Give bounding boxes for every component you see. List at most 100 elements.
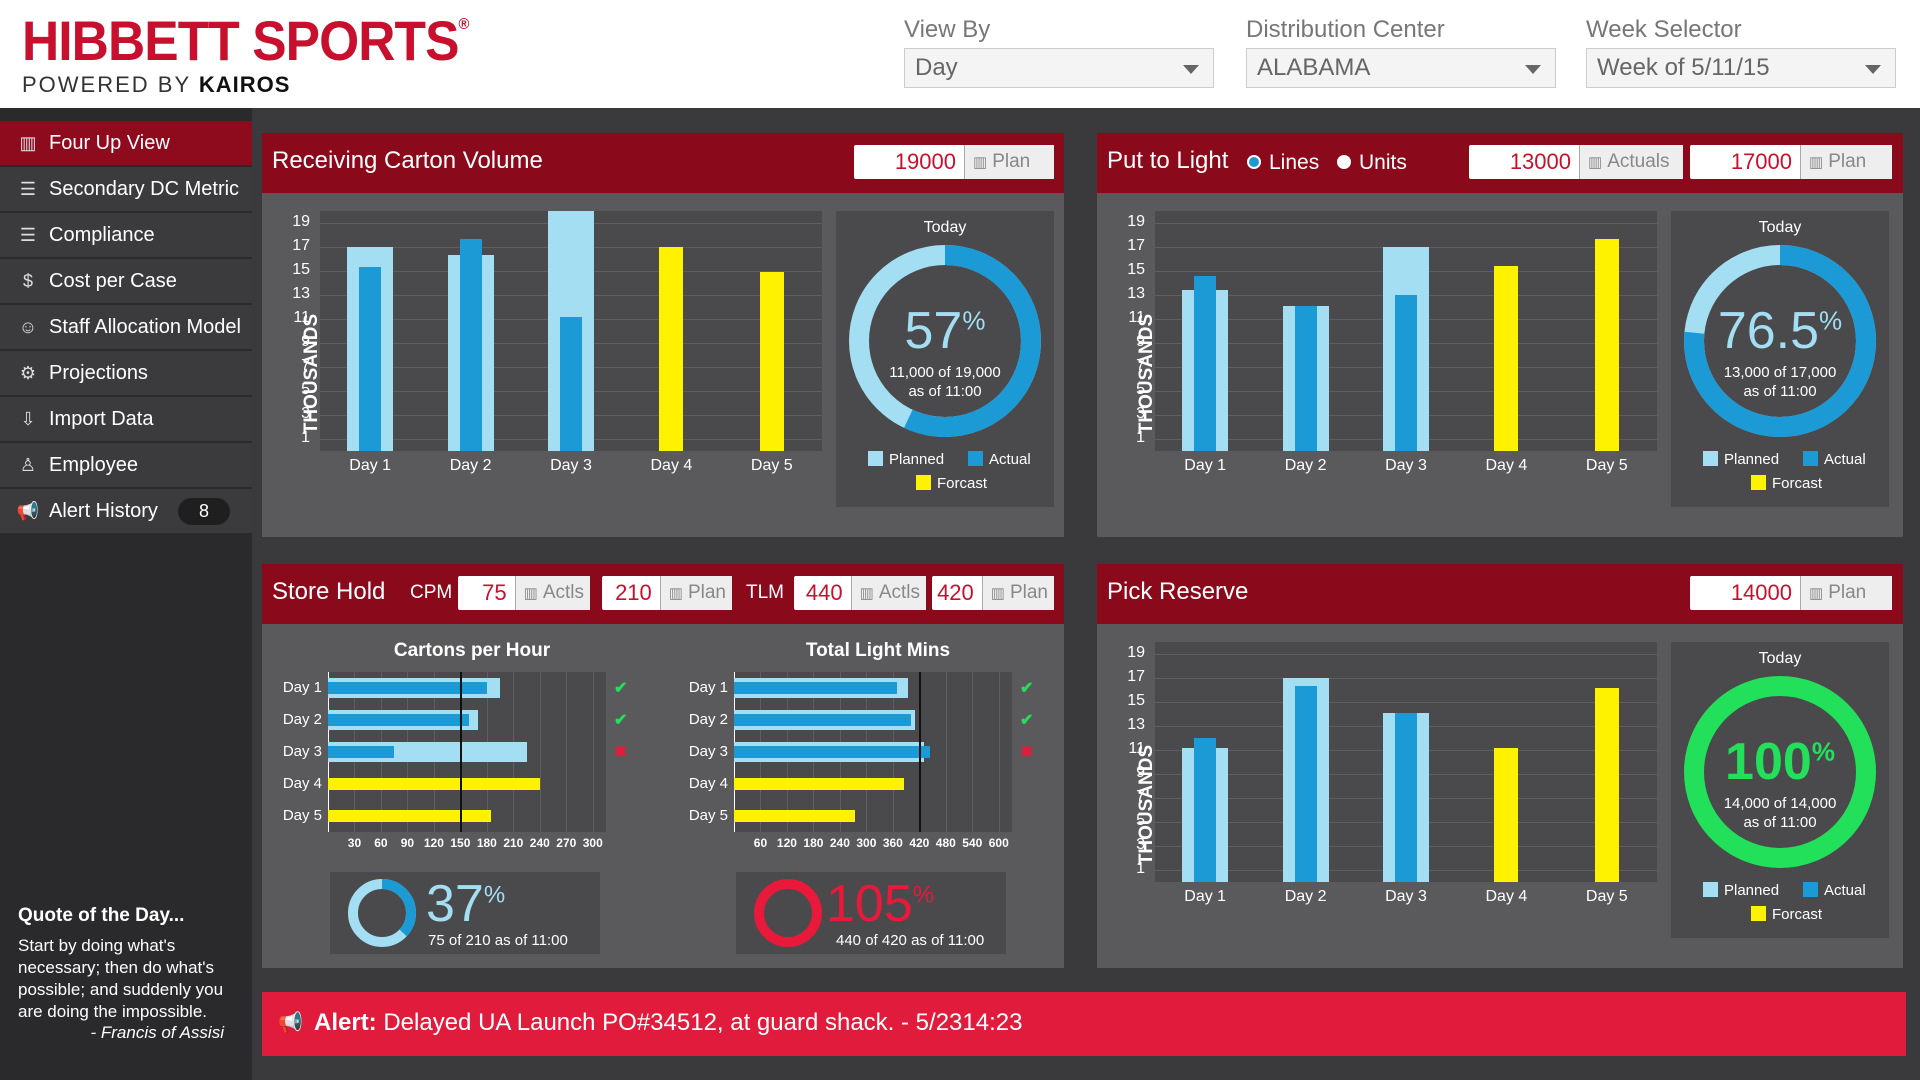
tlm-plan-box[interactable]: 420 ▥ Plan bbox=[932, 576, 1054, 610]
bar-forecast bbox=[1594, 238, 1619, 451]
sidebar-item-projections[interactable]: ⚙ Projections bbox=[0, 351, 252, 395]
panel-header: Pick Reserve 14000 ▥ Plan bbox=[1097, 564, 1903, 624]
x-tick-label: 540 bbox=[962, 836, 983, 850]
hbar-forecast bbox=[328, 778, 540, 790]
distribution-center-label: Distribution Center bbox=[1246, 16, 1445, 43]
view-by-select[interactable]: Day bbox=[904, 48, 1214, 88]
hbar-forecast bbox=[734, 778, 904, 790]
target-line bbox=[919, 672, 922, 832]
gears-icon: ⚙ bbox=[19, 363, 37, 383]
x-tick-label: Day 5 bbox=[750, 457, 793, 474]
x-tick-label: Day 1 bbox=[1184, 888, 1227, 905]
bar-forecast bbox=[1494, 266, 1519, 451]
donut-percent-sign: % bbox=[1819, 305, 1843, 336]
receiving-carton-volume-panel: Receiving Carton Volume 19000 ▥ Plan THOU… bbox=[262, 133, 1064, 537]
alert-banner[interactable]: 📢 Alert: Delayed UA Launch PO#34512, at … bbox=[262, 992, 1906, 1056]
cph-percent-sign: % bbox=[483, 881, 506, 909]
sidebar-item-compliance[interactable]: ☰ Compliance bbox=[0, 213, 252, 257]
brand-text: KAIROS bbox=[198, 72, 291, 97]
import-icon: ⇩ bbox=[20, 409, 36, 429]
legend-swatch bbox=[1751, 475, 1766, 490]
legend-swatch bbox=[968, 451, 983, 466]
plan-value-box[interactable]: 17000 ▥ Plan bbox=[1690, 145, 1892, 179]
cpm-plan-box[interactable]: 210 ▥ Plan bbox=[602, 576, 732, 610]
hbar-actual bbox=[734, 714, 911, 726]
donut-line2: as of 11:00 bbox=[908, 383, 982, 400]
tlm-summary-card: 105% 440 of 420 as of 11:00 bbox=[736, 872, 1006, 954]
x-tick-label: 240 bbox=[829, 836, 850, 850]
bar-forecast bbox=[1494, 747, 1519, 882]
pick-reserve-panel: Pick Reserve 14000 ▥ Plan THOUSANDS Today… bbox=[1097, 564, 1903, 968]
legend-swatch bbox=[1803, 882, 1818, 897]
tlm-actls-value: 440 bbox=[805, 580, 843, 605]
logo: HIBBETT SPORTS® bbox=[22, 8, 469, 73]
sidebar-item-import-data[interactable]: ⇩ Import Data bbox=[0, 397, 252, 441]
actuals-label: Actuals bbox=[1607, 151, 1670, 172]
alert-message: Delayed UA Launch PO#34512, at guard sha… bbox=[376, 1009, 1023, 1036]
x-tick-label: Day 1 bbox=[349, 457, 392, 474]
tlm-percent: 105% bbox=[826, 874, 934, 934]
gridline bbox=[1155, 702, 1657, 703]
x-tick-label: Day 1 bbox=[1184, 457, 1227, 474]
mini-donut-track bbox=[754, 879, 822, 947]
actuals-value-box[interactable]: 13000 ▥ Actuals bbox=[1469, 145, 1683, 179]
donut-line1: 13,000 of 17,000 bbox=[1723, 364, 1837, 381]
donut-svg bbox=[1684, 245, 1876, 437]
sidebar-item-four-up-view[interactable]: ▥ Four Up View bbox=[0, 121, 252, 165]
x-icon: ✖ bbox=[1020, 744, 1034, 761]
x-tick-label: Day 3 bbox=[1385, 888, 1427, 905]
donut-line2: as of 11:00 bbox=[1743, 814, 1817, 831]
legend-swatch bbox=[868, 451, 883, 466]
radio-units[interactable]: Units bbox=[1337, 151, 1407, 175]
x-tick-label: Day 2 bbox=[449, 457, 492, 474]
x-tick-label: 480 bbox=[935, 836, 956, 850]
tlm-percent-value: 105 bbox=[826, 875, 913, 933]
legend-label: Planned bbox=[1724, 451, 1780, 468]
sidebar-item-staff-allocation-model[interactable]: ☺ Staff Allocation Model bbox=[0, 305, 252, 349]
distribution-center-select[interactable]: ALABAMA bbox=[1246, 48, 1556, 88]
hbar-actual bbox=[734, 682, 898, 694]
week-selector-select[interactable]: Week of 5/11/15 bbox=[1586, 48, 1896, 88]
bar-forecast bbox=[1594, 687, 1619, 882]
legend-label: Forcast bbox=[1772, 906, 1823, 923]
donut-today-label: Today bbox=[923, 219, 967, 236]
sidebar-item-alert-history[interactable]: 📢 Alert History 8 bbox=[0, 489, 252, 533]
plan-value-box[interactable]: 19000 ▥ Plan bbox=[854, 145, 1054, 179]
pick-reserve-donut-card: Today 100% 14,000 of 14,000 as of 11:00 P… bbox=[1671, 642, 1889, 938]
store-hold-panel: Store Hold CPM 75 ▥ Actls 210 ▥ Plan TLM 4… bbox=[262, 564, 1064, 968]
y-tick-label: 13 bbox=[292, 285, 310, 302]
y-tick-label: Day 4 bbox=[282, 775, 322, 792]
chevron-down-icon bbox=[1865, 65, 1881, 74]
actuals-value: 13000 bbox=[1509, 149, 1571, 174]
cpm-actls-label: Actls bbox=[542, 582, 584, 603]
distribution-center-value: ALABAMA bbox=[1257, 54, 1371, 81]
plan-label: Plan bbox=[1828, 582, 1867, 603]
gridline bbox=[998, 672, 1000, 832]
sidebar-item-secondary-dc-metric[interactable]: ☰ Secondary DC Metric bbox=[0, 167, 252, 211]
radio-lines[interactable]: Lines bbox=[1247, 151, 1319, 175]
y-tick-label: 7 bbox=[1136, 788, 1145, 805]
plan-label: Plan bbox=[1828, 151, 1867, 172]
donut-svg bbox=[1684, 676, 1876, 868]
sidebar-item-employee-performance[interactable]: ♙Employee Performance bbox=[0, 443, 252, 520]
check-icon: ✔ bbox=[614, 680, 628, 697]
panel-header: Receiving Carton Volume 19000 ▥ Plan bbox=[262, 133, 1064, 193]
donut-percent: 57% bbox=[836, 301, 1054, 361]
y-tick-label: Day 3 bbox=[688, 743, 728, 760]
donut-subtext: 13,000 of 17,000 as of 11:00 bbox=[1671, 363, 1889, 401]
donut-progress-arc bbox=[1684, 245, 1876, 437]
cpm-actls-box[interactable]: 75 ▥ Actls bbox=[458, 576, 590, 610]
bar-actual bbox=[1294, 305, 1317, 451]
tlm-actls-box[interactable]: 440 ▥ Actls bbox=[794, 576, 926, 610]
y-tick-label: 17 bbox=[1127, 237, 1145, 254]
bar-actual bbox=[1294, 686, 1317, 882]
plan-value-box[interactable]: 14000 ▥ Plan bbox=[1690, 576, 1892, 610]
y-tick-label: 11 bbox=[293, 309, 310, 326]
bar-actual bbox=[560, 316, 582, 451]
panel-header: Store Hold CPM 75 ▥ Actls 210 ▥ Plan TLM 4… bbox=[262, 564, 1064, 624]
sidebar-item-cost-per-case[interactable]: $ Cost per Case bbox=[0, 259, 252, 303]
user-icon: ♙ bbox=[19, 455, 37, 475]
x-icon: ✖ bbox=[614, 744, 628, 761]
y-tick-label: 15 bbox=[1127, 692, 1145, 709]
hbar-actual bbox=[734, 746, 931, 758]
